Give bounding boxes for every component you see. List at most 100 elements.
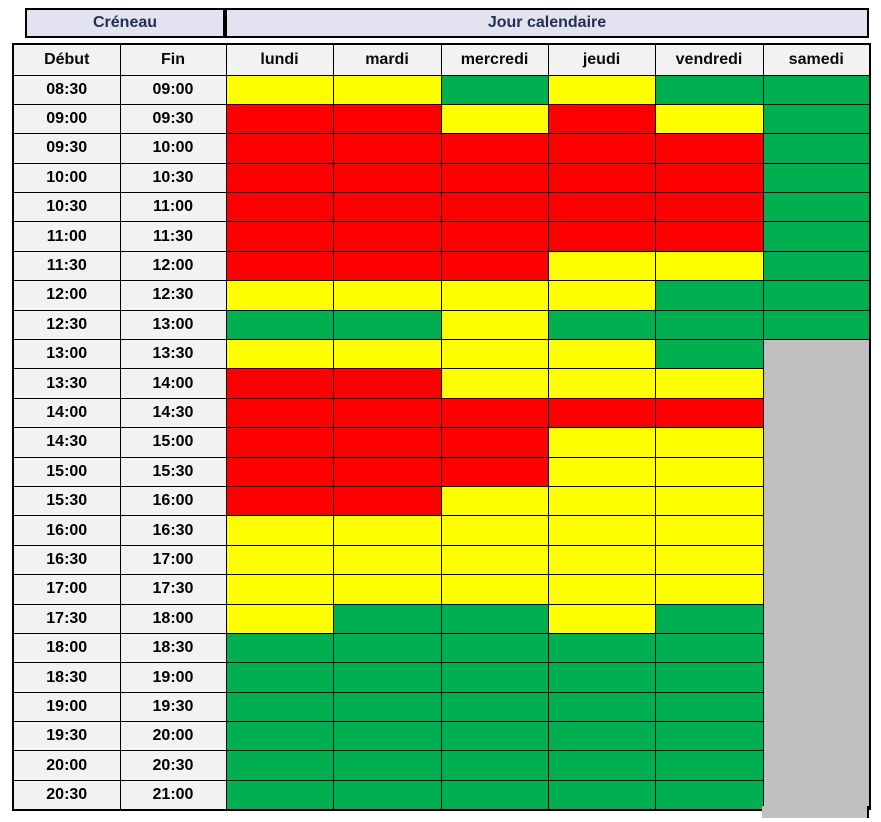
slot-cell-mardi[interactable] (332, 691, 442, 723)
slot-cell-mardi[interactable] (332, 632, 442, 664)
slot-cell-vendredi[interactable] (654, 515, 764, 546)
slot-cell-lundi[interactable] (225, 162, 334, 194)
slot-cell-vendredi[interactable] (654, 280, 764, 311)
slot-cell-jeudi[interactable] (547, 427, 656, 458)
slot-cell-lundi[interactable] (225, 103, 334, 135)
slot-cell-jeudi[interactable] (547, 74, 656, 105)
slot-cell-mardi[interactable] (332, 662, 442, 693)
slot-cell-jeudi[interactable] (547, 397, 656, 429)
slot-cell-mardi[interactable] (332, 250, 442, 282)
slot-cell-mercredi[interactable] (440, 250, 549, 282)
slot-cell-vendredi[interactable] (654, 103, 764, 135)
slot-cell-vendredi[interactable] (654, 632, 764, 664)
slot-cell-lundi[interactable] (225, 221, 334, 252)
slot-cell-lundi[interactable] (225, 603, 334, 634)
slot-cell-jeudi[interactable] (547, 779, 656, 811)
slot-cell-jeudi[interactable] (547, 280, 656, 311)
slot-cell-mercredi[interactable] (440, 221, 549, 252)
slot-cell-lundi[interactable] (225, 691, 334, 723)
slot-cell-jeudi[interactable] (547, 456, 656, 487)
slot-cell-mardi[interactable] (332, 103, 442, 135)
slot-cell-lundi[interactable] (225, 397, 334, 429)
slot-cell-vendredi[interactable] (654, 779, 764, 811)
slot-cell-mardi[interactable] (332, 397, 442, 429)
slot-cell-mardi[interactable] (332, 427, 442, 458)
slot-cell-mardi[interactable] (332, 368, 442, 399)
slot-cell-jeudi[interactable] (547, 221, 656, 252)
slot-cell-mardi[interactable] (332, 603, 442, 634)
slot-cell-mercredi[interactable] (440, 162, 549, 194)
slot-cell-mercredi[interactable] (440, 750, 549, 781)
slot-cell-lundi[interactable] (225, 133, 334, 164)
slot-cell-mardi[interactable] (332, 192, 442, 223)
slot-cell-lundi[interactable] (225, 192, 334, 223)
slot-cell-jeudi[interactable] (547, 574, 656, 605)
slot-cell-jeudi[interactable] (547, 250, 656, 282)
slot-cell-jeudi[interactable] (547, 309, 656, 341)
slot-cell-vendredi[interactable] (654, 221, 764, 252)
slot-cell-vendredi[interactable] (654, 721, 764, 752)
slot-cell-vendredi[interactable] (654, 691, 764, 723)
slot-cell-jeudi[interactable] (547, 192, 656, 223)
slot-cell-jeudi[interactable] (547, 662, 656, 693)
slot-cell-mercredi[interactable] (440, 603, 549, 634)
slot-cell-mercredi[interactable] (440, 192, 549, 223)
slot-cell-lundi[interactable] (225, 779, 334, 811)
slot-cell-mercredi[interactable] (440, 515, 549, 546)
slot-cell-mardi[interactable] (332, 221, 442, 252)
slot-cell-lundi[interactable] (225, 750, 334, 781)
slot-cell-mercredi[interactable] (440, 309, 549, 341)
slot-cell-jeudi[interactable] (547, 750, 656, 781)
slot-cell-mardi[interactable] (332, 162, 442, 194)
slot-cell-vendredi[interactable] (654, 339, 764, 370)
slot-cell-mercredi[interactable] (440, 632, 549, 664)
slot-cell-lundi[interactable] (225, 280, 334, 311)
slot-cell-lundi[interactable] (225, 250, 334, 282)
slot-cell-mardi[interactable] (332, 133, 442, 164)
slot-cell-samedi[interactable] (762, 250, 871, 282)
slot-cell-jeudi[interactable] (547, 544, 656, 576)
slot-cell-lundi[interactable] (225, 721, 334, 752)
slot-cell-lundi[interactable] (225, 74, 334, 105)
slot-cell-mardi[interactable] (332, 456, 442, 487)
slot-cell-vendredi[interactable] (654, 368, 764, 399)
slot-cell-vendredi[interactable] (654, 750, 764, 781)
slot-cell-vendredi[interactable] (654, 309, 764, 341)
slot-cell-mardi[interactable] (332, 485, 442, 517)
slot-cell-lundi[interactable] (225, 515, 334, 546)
slot-cell-vendredi[interactable] (654, 192, 764, 223)
slot-cell-samedi[interactable] (762, 280, 871, 311)
slot-cell-vendredi[interactable] (654, 574, 764, 605)
slot-cell-mardi[interactable] (332, 309, 442, 341)
slot-cell-mercredi[interactable] (440, 691, 549, 723)
slot-cell-mardi[interactable] (332, 339, 442, 370)
slot-cell-mardi[interactable] (332, 779, 442, 811)
slot-cell-samedi[interactable] (762, 192, 871, 223)
slot-cell-vendredi[interactable] (654, 427, 764, 458)
slot-cell-lundi[interactable] (225, 368, 334, 399)
slot-cell-mercredi[interactable] (440, 544, 549, 576)
slot-cell-samedi[interactable] (762, 309, 871, 341)
slot-cell-mardi[interactable] (332, 574, 442, 605)
slot-cell-mercredi[interactable] (440, 485, 549, 517)
slot-cell-jeudi[interactable] (547, 632, 656, 664)
slot-cell-vendredi[interactable] (654, 162, 764, 194)
slot-cell-lundi[interactable] (225, 632, 334, 664)
slot-cell-vendredi[interactable] (654, 456, 764, 487)
slot-cell-vendredi[interactable] (654, 603, 764, 634)
slot-cell-jeudi[interactable] (547, 721, 656, 752)
slot-cell-jeudi[interactable] (547, 162, 656, 194)
slot-cell-lundi[interactable] (225, 339, 334, 370)
slot-cell-lundi[interactable] (225, 309, 334, 341)
slot-cell-vendredi[interactable] (654, 544, 764, 576)
slot-cell-vendredi[interactable] (654, 74, 764, 105)
slot-cell-mercredi[interactable] (440, 368, 549, 399)
slot-cell-mardi[interactable] (332, 280, 442, 311)
slot-cell-mardi[interactable] (332, 74, 442, 105)
slot-cell-jeudi[interactable] (547, 485, 656, 517)
slot-cell-lundi[interactable] (225, 574, 334, 605)
slot-cell-mercredi[interactable] (440, 574, 549, 605)
slot-cell-vendredi[interactable] (654, 485, 764, 517)
slot-cell-samedi[interactable] (762, 221, 871, 252)
slot-cell-mercredi[interactable] (440, 662, 549, 693)
